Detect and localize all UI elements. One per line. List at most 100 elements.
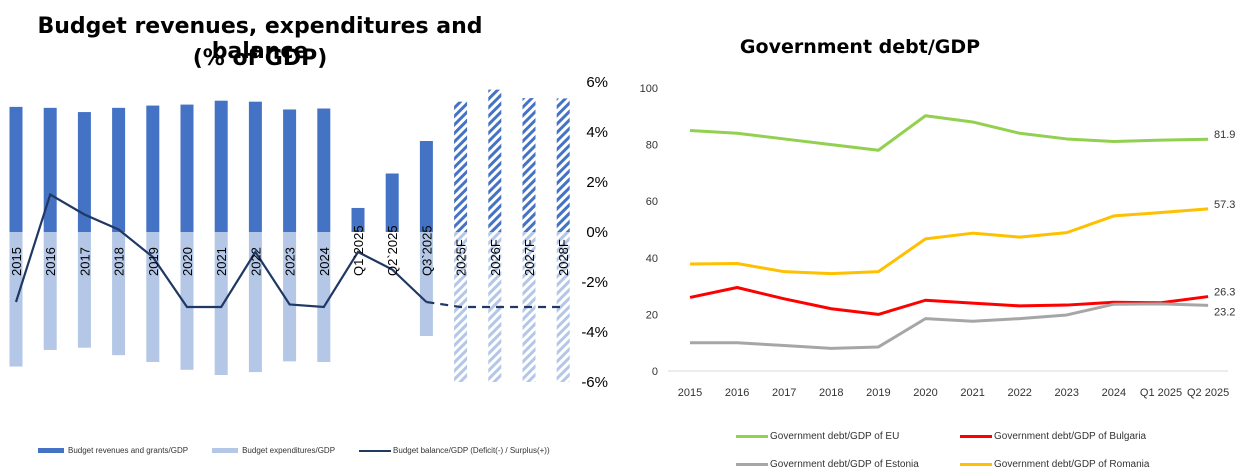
revenue-bar-2018: [112, 107, 126, 232]
expenditure-bar-2017: [77, 232, 91, 348]
debt-line-government-debt-gdp-of-estonia: [690, 302, 1209, 350]
end-label-government-debt-gdp-of-eu: 81.9: [1214, 129, 1235, 141]
expenditure-bar-2020: [180, 232, 194, 370]
x-axis-tick-2019: 2019: [866, 387, 890, 399]
legend-item-romania: Government debt/GDP of Romania: [960, 459, 1149, 470]
legend-swatch-balance: [359, 449, 392, 452]
y-axis-tick-60: 60: [646, 196, 658, 208]
x-axis-tick-q2-2025: Q2 2025: [1187, 387, 1229, 399]
category-label-2018: 2018: [112, 247, 127, 276]
end-label-government-debt-gdp-of-estonia: 23.2: [1214, 306, 1235, 318]
legend-swatch-romania: [960, 463, 992, 466]
legend-item-balance: Budget balance/GDP (Deficit(-) / Surplus…: [359, 446, 550, 455]
revenue-bar-2023: [283, 109, 297, 232]
legend-swatch-eu: [736, 435, 768, 438]
revenue-bar-2025f: [454, 101, 468, 232]
end-label-government-debt-gdp-of-romania: 57.3: [1214, 199, 1235, 211]
category-label-q2-2025: Q2`2025: [385, 225, 400, 276]
revenue-bar-2021: [214, 100, 228, 232]
x-axis-tick-2024: 2024: [1102, 387, 1126, 399]
right-axis-tick-0: 0%: [586, 224, 608, 241]
category-label-2024: 2024: [317, 247, 332, 276]
legend-swatch-expenditures: [212, 448, 239, 453]
expenditure-bar-2024: [317, 232, 331, 362]
legend-item-estonia: Government debt/GDP of Estonia: [736, 459, 936, 470]
end-label-government-debt-gdp-of-bulgaria: 26.3: [1214, 287, 1235, 299]
revenue-bar-2022: [248, 101, 262, 232]
expenditure-bar-2021: [214, 232, 228, 375]
left-chart-title: Budget revenues, expenditures and balanc…: [37, 14, 483, 64]
x-axis-tick-2018: 2018: [819, 387, 843, 399]
x-axis-tick-2016: 2016: [725, 387, 749, 399]
right-axis-tick-4: -4%: [581, 324, 608, 341]
expenditure-bar-2016: [43, 232, 57, 350]
x-axis-tick-2023: 2023: [1055, 387, 1079, 399]
category-label-2016: 2016: [43, 247, 58, 276]
legend-item-bulgaria: Government debt/GDP of Bulgaria: [960, 431, 1146, 442]
revenue-bar-q3-2025: [419, 141, 433, 232]
revenue-bar-2015: [9, 106, 23, 232]
y-axis-tick-80: 80: [646, 140, 658, 152]
budget-chart: 2015 2016 2017 2018 2019 2020 2021 2022 2023 2024…: [9, 74, 608, 391]
balance-forecast-line: [426, 300, 564, 309]
category-label-2025f: 2025F: [454, 239, 469, 276]
legend-label-balance: Budget balance/GDP (Deficit(-) / Surplus…: [393, 446, 550, 455]
right-axis-tick-6: -6%: [581, 374, 608, 391]
expenditure-bar-2018: [112, 232, 126, 356]
x-axis-tick-2020: 2020: [913, 387, 937, 399]
x-axis-tick-2021: 2021: [960, 387, 984, 399]
legend-label-bulgaria: Government debt/GDP of Bulgaria: [994, 431, 1147, 442]
debt-line-government-debt-gdp-of-eu: [689, 114, 1209, 152]
category-label-2022: 2022: [248, 247, 263, 276]
x-axis-tick-2015: 2015: [678, 387, 702, 399]
expenditure-bar-2023: [283, 232, 297, 362]
category-label-2026f: 2026F: [488, 239, 503, 276]
revenue-bar-2024: [317, 108, 331, 232]
revenue-bar-q1-2025: [351, 207, 365, 232]
revenue-bar-2020: [180, 104, 194, 232]
legend-swatch-estonia: [736, 463, 768, 466]
y-axis-tick-20: 20: [646, 309, 658, 321]
revenue-bar-2019: [146, 105, 160, 232]
x-axis-tick-2022: 2022: [1007, 387, 1031, 399]
category-label-2028f: 2028F: [556, 239, 571, 276]
revenue-bar-2027f: [522, 98, 536, 232]
y-axis-tick-40: 40: [646, 253, 658, 265]
debt-chart: 100 80 60 40 20 0 81.9 26.3 23.2 57.3 2015 2016 20…: [640, 83, 1236, 399]
legend-label-expenditures: Budget expenditures/GDP: [242, 446, 336, 455]
right-axis-tick-2: -2%: [581, 274, 608, 291]
legend-swatch-revenues: [38, 448, 64, 453]
category-label-2019: 2019: [146, 247, 161, 276]
legend-label-eu: Government debt/GDP of EU: [770, 431, 900, 442]
legend-item-expenditures: Budget expenditures/GDP: [212, 446, 335, 455]
legend-label-estonia: Government debt/GDP of Estonia: [770, 459, 919, 470]
legend-label-romania: Government debt/GDP of Romania: [994, 459, 1150, 470]
balance-line: [14, 192, 428, 309]
left-chart-subtitle: (% of GDP): [192, 46, 328, 71]
legend-item-revenues: Budget revenues and grants/GDP: [38, 446, 188, 455]
left-legend: Budget revenues and grants/GDP Budget ex…: [38, 446, 574, 455]
category-label-2021: 2021: [214, 247, 229, 276]
forecast-expenditure-bar-2026f: [488, 232, 502, 382]
category-label-2017: 2017: [77, 247, 92, 276]
category-label-2023: 2023: [283, 247, 298, 276]
category-label-2027f: 2027F: [522, 239, 537, 276]
x-axis-tick-q1-2025: Q1 2025: [1140, 387, 1182, 399]
expenditure-bar-q3-2025: [419, 232, 433, 336]
revenue-bar-2026f: [488, 89, 502, 233]
expenditure-bar-2022: [248, 232, 262, 373]
category-label-2020: 2020: [180, 247, 195, 276]
debt-line-government-debt-gdp-of-bulgaria: [689, 286, 1209, 316]
right-axis-tick-4: 4%: [586, 124, 608, 141]
right-axis-tick-6: 6%: [586, 74, 608, 91]
right-legend-row-2: Government debt/GDP of Estonia Governmen…: [736, 459, 1173, 470]
legend-item-eu: Government debt/GDP of EU: [736, 431, 936, 442]
forecast-expenditure-bar-2028f: [556, 232, 570, 382]
expenditure-bar-2019: [146, 232, 160, 362]
y-axis-tick-0: 0: [652, 366, 658, 378]
revenue-bar-q2-2025: [385, 173, 399, 232]
category-label-2015: 2015: [9, 247, 24, 276]
y-axis-tick-100: 100: [640, 83, 658, 95]
legend-label-revenues: Budget revenues and grants/GDP: [68, 446, 189, 455]
right-axis-tick-2: 2%: [586, 174, 608, 191]
